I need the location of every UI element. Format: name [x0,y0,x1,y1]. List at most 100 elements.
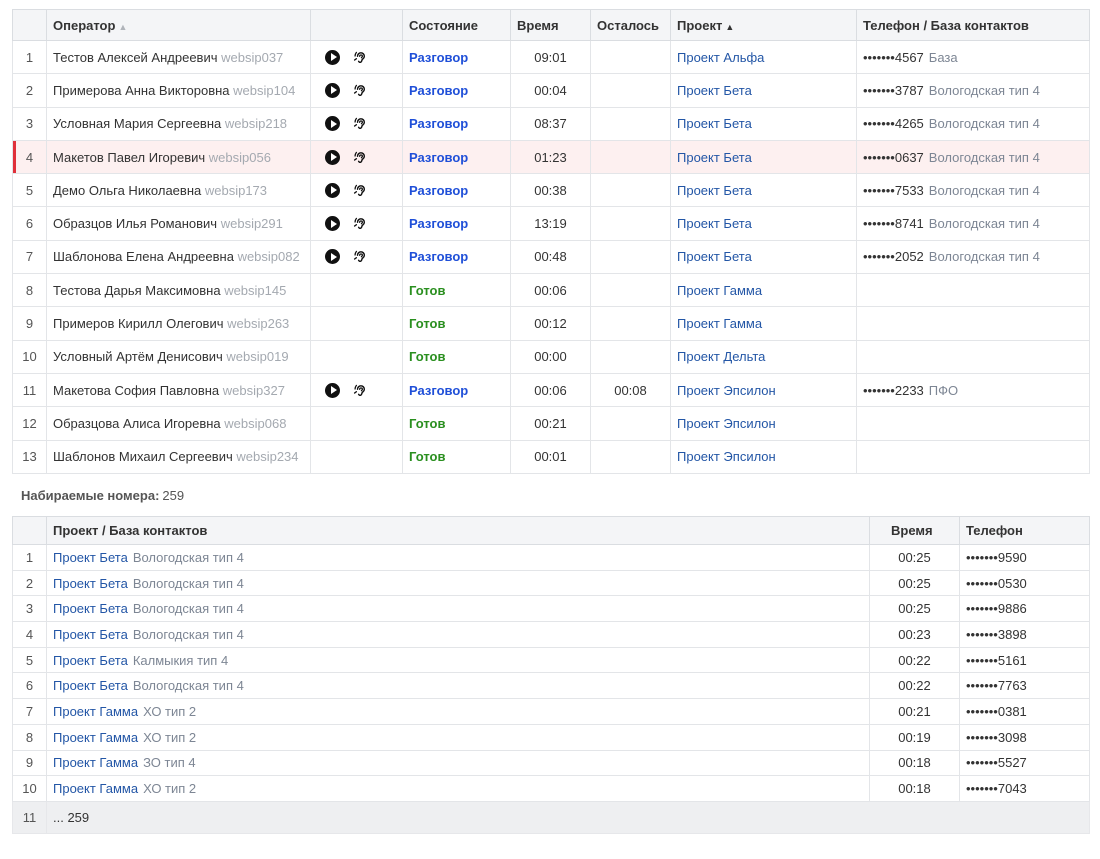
col-project[interactable]: Проект ▲ [670,9,857,41]
play-icon[interactable] [325,382,340,398]
col-number [12,9,47,41]
state-cell: Разговор [402,73,511,108]
dialing-row: 7 Проект Гамма ХО тип 2 00:21 •••••••0381 [12,698,1090,725]
project-link[interactable]: Проект Гамма [53,781,139,797]
operator-row[interactable]: 8 Тестова Дарья Максимовна websip145 Готов… [12,273,1090,308]
project-link[interactable]: Проект Гамма [677,316,763,332]
phone-cell: •••••••3898 [959,621,1090,648]
project-link[interactable]: Проект Бета [53,626,128,642]
phone-number: •••••••4265 [863,116,924,132]
col-operator-label: Оператор [53,17,116,33]
operator-name: Образцова Алиса Игоревна [53,415,221,431]
listen-icon[interactable] [352,115,369,132]
project-link[interactable]: Проект Бета [53,601,128,617]
col-time[interactable]: Время [510,9,591,41]
controls-cell [310,173,403,208]
project-link[interactable]: Проект Бета [677,149,752,165]
state-cell: Готов [402,439,511,474]
project-link[interactable]: Проект Эпсилон [677,449,776,465]
project-link[interactable]: Проект Бета [677,116,752,132]
project-link[interactable]: Проект Гамма [53,703,139,719]
time-cell: 00:01 [510,439,591,474]
project-link[interactable]: Проект Бета [53,549,128,565]
operator-row[interactable]: 1 Тестов Алексей Андреевич websip037 Разго… [12,39,1090,75]
play-icon[interactable] [325,116,340,132]
phone-cell: •••••••9886 [959,595,1090,623]
play-icon[interactable] [325,149,340,165]
project-link[interactable]: Проект Эпсилон [677,415,776,431]
listen-icon[interactable] [352,49,369,66]
project-link[interactable]: Проект Эпсилон [677,382,776,398]
sort-asc-inactive-icon[interactable]: ▲ [118,21,128,32]
row-number: 10 [12,339,47,374]
row-number: 6 [12,206,47,241]
phone-db-cell: •••••••8741 Вологодская тип 4 [856,206,1090,241]
contact-db: Вологодская тип 4 [132,549,244,565]
project-db-cell: Проект Гамма ХО тип 2 [46,775,870,802]
operator-row[interactable]: 12 Образцова Алиса Игоревна websip068 Гото… [12,406,1090,441]
project-link[interactable]: Проект Бета [53,678,128,694]
project-cell: Проект Альфа [670,39,857,75]
operator-row[interactable]: 10 Условный Артём Денисович websip019 Гото… [12,339,1090,374]
col-remaining[interactable]: Осталось [590,9,671,41]
listen-icon[interactable] [352,82,369,99]
project-link[interactable]: Проект Гамма [677,282,763,298]
play-icon[interactable] [325,216,340,232]
operator-row[interactable]: 6 Образцов Илья Романович websip291 Разгов… [12,206,1090,241]
project-link[interactable]: Проект Бета [677,182,752,198]
contact-db: Вологодская тип 4 [132,601,244,617]
time-cell: 00:06 [510,372,591,408]
operator-row[interactable]: 13 Шаблонов Михаил Сергеевич websip234 Гот… [12,439,1090,474]
operator-login: websip037 [221,49,284,65]
project-link[interactable]: Проект Бета [53,652,128,668]
project-link[interactable]: Проект Альфа [677,49,765,65]
listen-icon[interactable] [352,248,369,265]
listen-icon[interactable] [352,149,369,166]
dialing-row: 5 Проект Бета Калмыкия тип 4 00:22 •••••••51… [12,646,1090,674]
dial-col-project-db[interactable]: Проект / База контактов [46,516,870,545]
operator-login: websip145 [224,282,287,298]
project-link[interactable]: Проект Гамма [53,755,139,771]
col-phone-db[interactable]: Телефон / База контактов [856,9,1090,41]
play-icon[interactable] [325,249,340,265]
operator-name: Условная Мария Сергеевна [53,116,222,132]
dial-col-time[interactable]: Время [869,516,960,545]
project-link[interactable]: Проект Дельта [677,349,766,365]
operator-login: websip263 [227,316,290,332]
project-link[interactable]: Проект Бета [677,82,752,98]
phone-cell: •••••••3098 [959,723,1090,751]
operator-login: websip218 [224,116,288,132]
listen-icon[interactable] [352,382,369,399]
project-link[interactable]: Проект Гамма [53,729,139,745]
operator-row[interactable]: 5 Демо Ольга Николаевна websip173 Разговор… [12,173,1090,208]
operator-row[interactable]: 3 Условная Мария Сергеевна websip218 Разго… [12,106,1090,141]
play-icon[interactable] [325,49,340,65]
operator-row[interactable]: 11 Макетова София Павловна websip327 Разго… [12,372,1090,408]
dialing-row: 8 Проект Гамма ХО тип 2 00:19 •••••••3098 [12,723,1090,751]
phone-db-cell [856,339,1090,374]
col-operator[interactable]: Оператор ▲ [46,9,311,41]
play-icon[interactable] [325,182,340,198]
dial-col-phone[interactable]: Телефон [959,516,1090,545]
operator-row[interactable]: 7 Шаблонова Елена Андреевна websip082 Разг… [12,239,1090,275]
sort-asc-icon[interactable]: ▲ [725,21,735,32]
operator-row[interactable]: 2 Примерова Анна Викторовна websip104 Разг… [12,73,1090,108]
row-number: 4 [12,139,47,175]
time-cell: 00:04 [510,73,591,108]
project-link[interactable]: Проект Бета [53,575,128,591]
operator-cell: Примерова Анна Викторовна websip104 [46,73,311,108]
operator-row[interactable]: 4 Макетов Павел Игоревич websip056 Разгово… [12,139,1090,175]
time-cell: 00:06 [510,273,591,308]
listen-icon[interactable] [352,215,369,232]
time-cell: 08:37 [510,106,591,141]
play-icon[interactable] [325,82,340,98]
project-link[interactable]: Проект Бета [677,216,752,232]
contact-db: Вологодская тип 4 [132,678,244,694]
operator-cell: Образцова Алиса Игоревна websip068 [46,406,311,441]
listen-icon[interactable] [352,182,369,199]
operator-row[interactable]: 9 Примеров Кирилл Олегович websip263 Готов… [12,306,1090,341]
remaining-cell [590,206,671,241]
time-cell: 00:22 [869,672,960,700]
col-state[interactable]: Состояние [402,9,511,41]
project-link[interactable]: Проект Бета [677,249,752,265]
